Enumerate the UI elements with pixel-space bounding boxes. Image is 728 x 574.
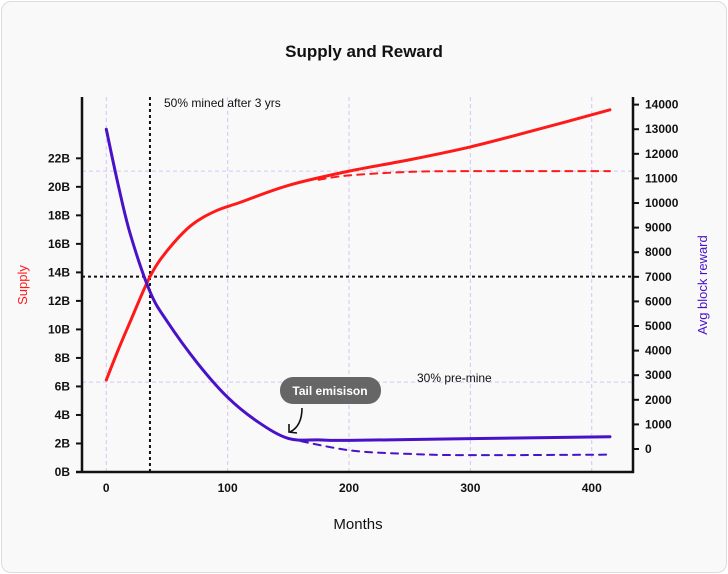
right-axis-label: Avg block reward (695, 235, 710, 334)
x-tick-label: 100 (218, 481, 238, 495)
x-axis-label: Months (333, 516, 382, 533)
left-tick-label: 6B (55, 379, 71, 393)
right-tick-label: 2000 (645, 393, 672, 407)
annotation-premine: 30% pre-mine (417, 371, 492, 385)
right-tick-label: 10000 (645, 196, 679, 210)
reward-line-dashed (287, 437, 611, 457)
right-tick-label: 3000 (645, 368, 672, 382)
left-tick-label: 8B (55, 351, 71, 365)
tail-emission-callout: Tail emisison (280, 377, 381, 434)
right-tick-label: 1000 (645, 417, 672, 431)
left-tick-label: 4B (55, 408, 71, 422)
tail-arrow (289, 407, 303, 433)
tail-arrow-head-icon (288, 424, 298, 434)
right-tick-label: 12000 (645, 147, 679, 161)
tail-emission-badge (280, 377, 381, 404)
supply-line-solid (104, 108, 612, 382)
right-tick-label: 11000 (645, 171, 678, 185)
x-tick-label: 400 (582, 481, 602, 495)
x-tick-label: 0 (103, 481, 110, 495)
left-tick-label: 20B (48, 180, 70, 194)
left-tick-label: 12B (48, 294, 70, 308)
right-tick-label: 0 (645, 442, 652, 456)
annotation-mined: 50% mined after 3 yrs (164, 96, 281, 110)
right-tick-label: 7000 (645, 270, 672, 284)
right-tick-label: 6000 (645, 294, 672, 308)
x-tick-label: 300 (460, 481, 480, 495)
right-tick-label: 5000 (645, 319, 672, 333)
right-tick-label: 13000 (645, 122, 679, 136)
supply-line-dashed (317, 170, 611, 181)
right-tick-label: 9000 (645, 221, 672, 235)
right-tick-label: 14000 (645, 98, 679, 112)
left-tick-label: 14B (48, 265, 70, 279)
x-tick-label: 200 (339, 481, 359, 495)
left-tick-label: 10B (48, 322, 70, 336)
left-tick-label: 16B (48, 237, 70, 251)
chart-title: Supply and Reward (285, 42, 443, 61)
left-tick-label: 22B (48, 151, 70, 165)
right-tick-label: 4000 (645, 344, 672, 358)
right-tick-label: 8000 (645, 245, 672, 259)
left-tick-label: 0B (55, 465, 71, 479)
reward-line-solid (104, 127, 612, 442)
tail-emission-label: Tail emisison (292, 384, 367, 398)
left-tick-label: 18B (48, 208, 70, 222)
left-axis-label: Supply (15, 265, 30, 305)
left-tick-label: 2B (55, 436, 71, 450)
